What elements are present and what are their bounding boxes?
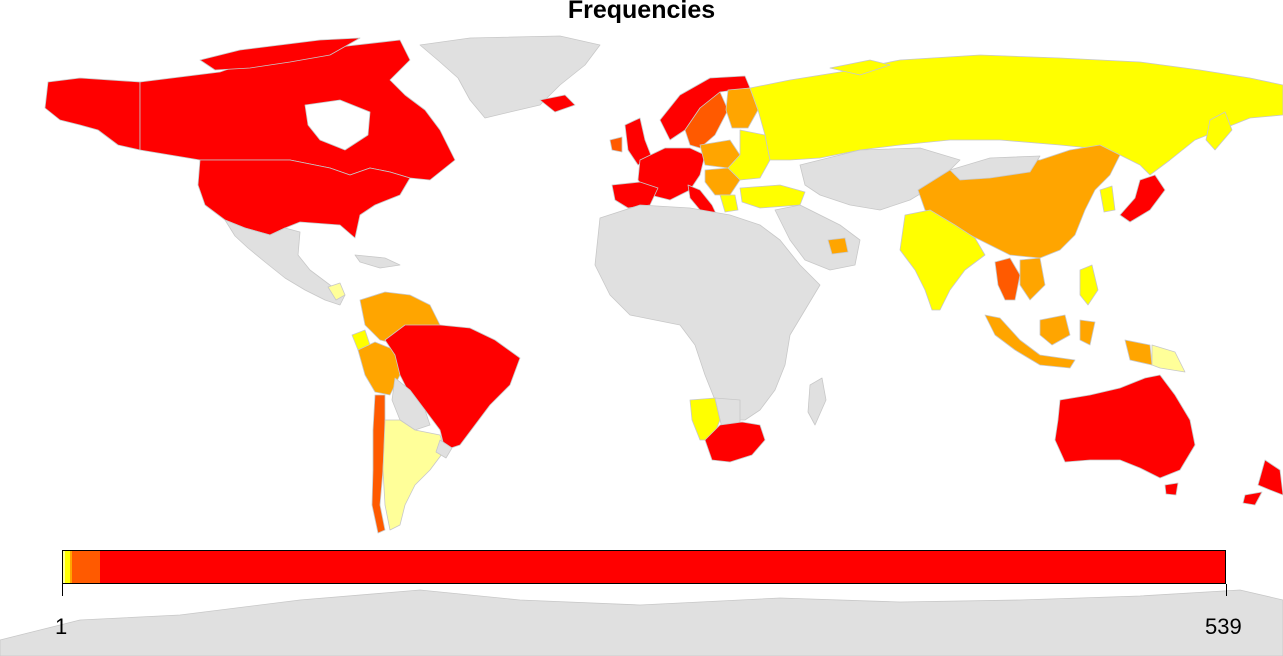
region-caribbean (354, 254, 401, 269)
legend-segment-2 (65, 551, 70, 583)
region-south-africa (704, 421, 766, 463)
legend-segment-1 (63, 551, 66, 583)
region-greenland (419, 35, 601, 119)
legend-min-label: 1 (55, 614, 68, 639)
legend-segment-4 (72, 551, 101, 583)
region-chile (371, 394, 386, 534)
legend-segment-3 (69, 551, 73, 583)
region-uruguay (435, 439, 453, 459)
region-sweden (684, 91, 729, 149)
region-central-asia (799, 147, 961, 211)
region-mexico (224, 219, 346, 306)
legend-max-label: 539 (1205, 614, 1242, 639)
region-indochina (1019, 257, 1046, 301)
region-kamchatka (1205, 111, 1233, 151)
region-uae (827, 237, 849, 255)
region-argentina (382, 419, 446, 531)
region-central-america-low (327, 282, 346, 301)
region-russia (749, 54, 1283, 176)
map-title: Frequencies (567, 0, 716, 24)
legend-segment-5 (100, 551, 1225, 583)
region-spain-portugal (611, 181, 659, 209)
legend-color-bar (62, 550, 1226, 584)
legend-max-tick (1226, 584, 1227, 596)
region-philippines (1079, 264, 1099, 306)
region-bolivia-paraguay (391, 377, 431, 431)
region-india (899, 209, 986, 311)
region-hudson-bay (304, 99, 371, 151)
region-madagascar (807, 377, 827, 426)
region-thailand (994, 257, 1021, 301)
region-tasmania (1164, 482, 1179, 496)
region-canada-islands (199, 37, 361, 71)
region-borneo (1039, 314, 1071, 346)
region-greece (719, 194, 739, 213)
region-iceland (539, 94, 576, 113)
region-ireland (609, 136, 623, 153)
region-australia (1054, 374, 1196, 479)
region-japan (1119, 174, 1166, 223)
region-africa (594, 204, 821, 421)
region-alaska (44, 77, 141, 151)
legend-min-tick (62, 584, 63, 596)
region-new-guinea-west (1124, 339, 1153, 366)
region-sulawesi (1079, 319, 1096, 346)
region-new-zealand (1242, 459, 1283, 506)
region-mongolia (949, 155, 1041, 181)
region-antarctica (0, 589, 1283, 656)
region-korea (1099, 185, 1116, 213)
region-middle-east (774, 204, 861, 271)
region-turkey (739, 184, 806, 209)
region-indonesia (984, 314, 1076, 369)
region-papua-new-guinea (1151, 344, 1186, 373)
region-russia-islands (829, 59, 891, 76)
